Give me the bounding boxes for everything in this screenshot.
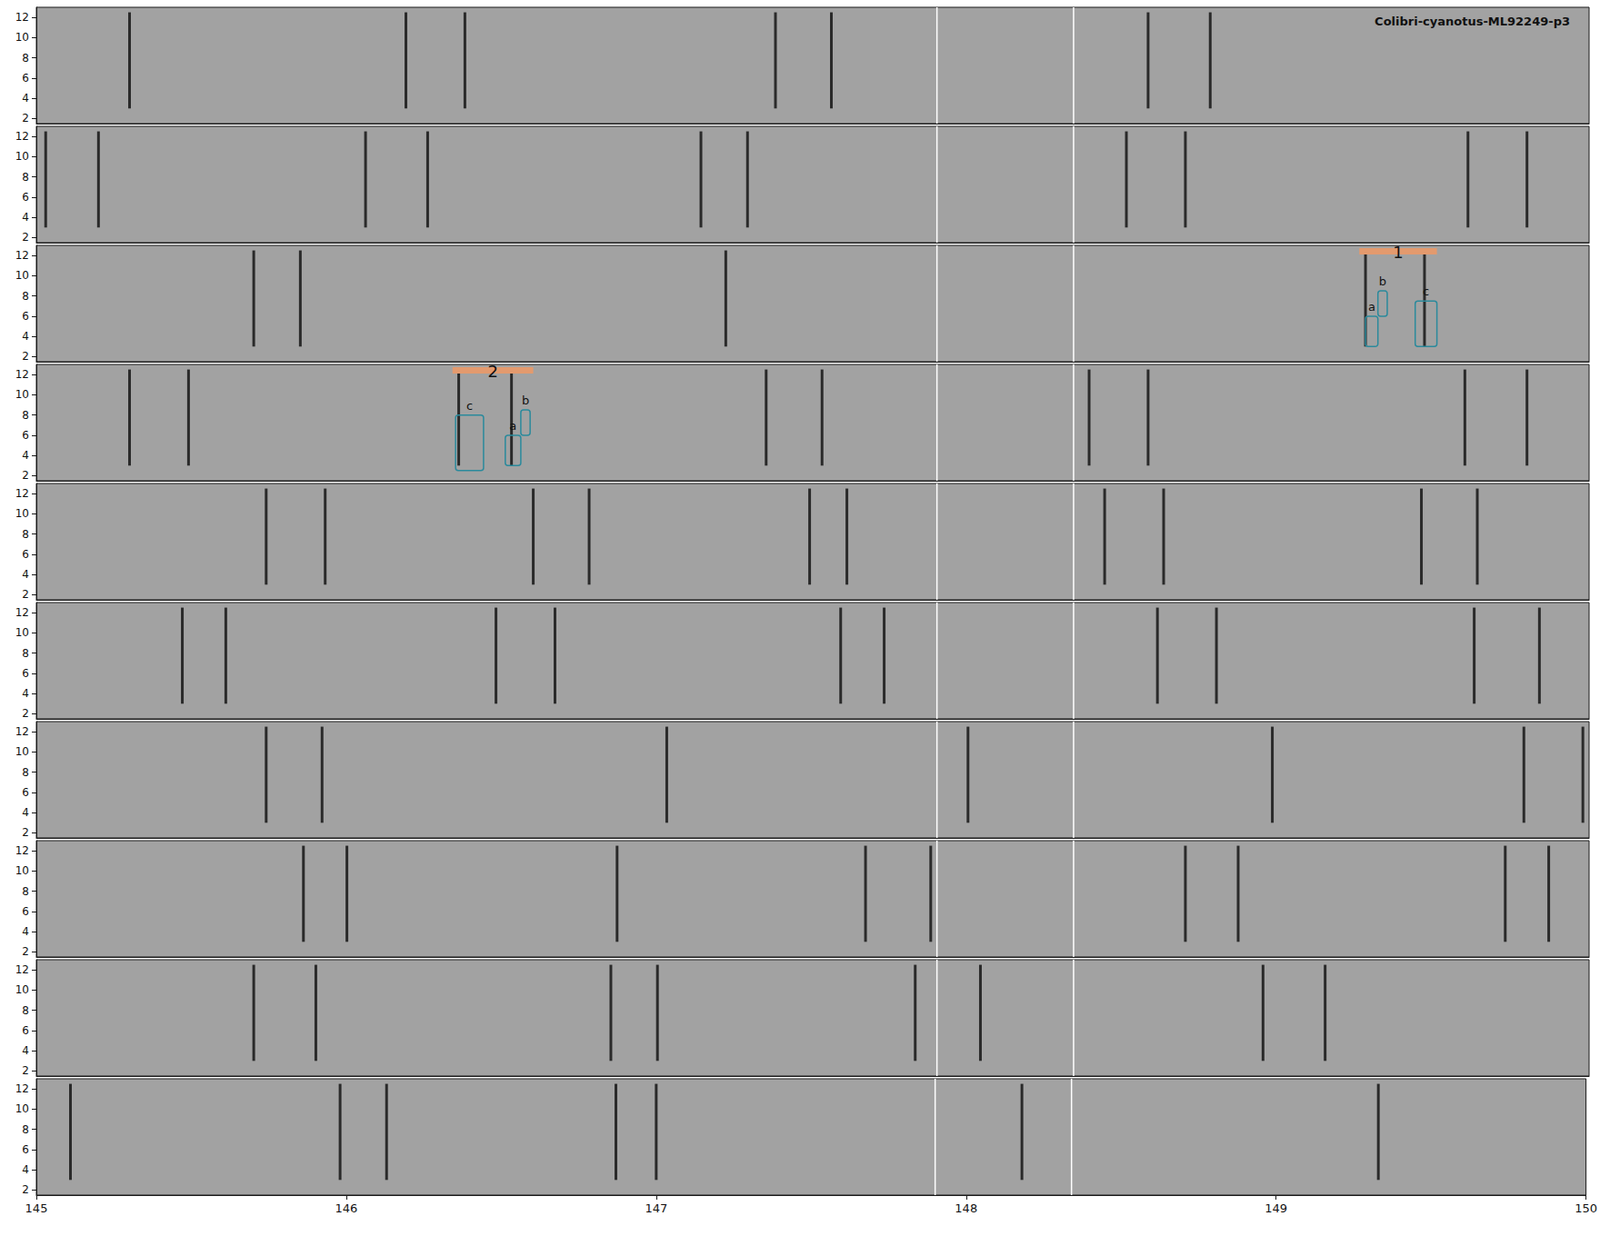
svg-text:4: 4 <box>21 1163 30 1177</box>
svg-text:4: 4 <box>21 1044 30 1058</box>
svg-text:149: 149 <box>1264 1201 1288 1216</box>
svg-text:8: 8 <box>21 1123 30 1137</box>
svg-text:6: 6 <box>21 1024 30 1038</box>
svg-text:10: 10 <box>15 745 30 759</box>
svg-text:6: 6 <box>21 667 30 680</box>
svg-text:10: 10 <box>15 864 30 878</box>
svg-text:2: 2 <box>487 361 498 381</box>
svg-text:12: 12 <box>15 368 30 381</box>
svg-text:2: 2 <box>21 350 30 363</box>
svg-text:10: 10 <box>15 150 30 163</box>
svg-text:8: 8 <box>21 290 30 303</box>
svg-text:b: b <box>1379 274 1387 289</box>
svg-text:12: 12 <box>15 130 30 143</box>
svg-text:4: 4 <box>21 330 30 343</box>
svg-text:2: 2 <box>21 111 30 125</box>
svg-text:6: 6 <box>21 905 30 919</box>
svg-text:Colibri-cyanotus-ML92249-p3: Colibri-cyanotus-ML92249-p3 <box>1374 14 1570 29</box>
svg-text:145: 145 <box>25 1201 49 1216</box>
svg-text:12: 12 <box>15 844 30 858</box>
svg-text:c: c <box>466 399 473 413</box>
svg-text:8: 8 <box>21 885 30 899</box>
svg-text:4: 4 <box>21 568 30 581</box>
svg-text:a: a <box>1368 300 1376 314</box>
svg-text:10: 10 <box>15 507 30 520</box>
svg-text:2: 2 <box>21 826 30 840</box>
svg-text:148: 148 <box>954 1201 978 1216</box>
svg-text:10: 10 <box>15 1102 30 1116</box>
svg-text:4: 4 <box>21 925 30 939</box>
svg-text:2: 2 <box>21 707 30 720</box>
svg-text:2: 2 <box>21 1064 30 1078</box>
svg-text:4: 4 <box>21 449 30 462</box>
svg-text:b: b <box>521 393 530 408</box>
svg-text:8: 8 <box>21 647 30 660</box>
svg-text:6: 6 <box>21 1143 30 1157</box>
svg-text:8: 8 <box>21 1004 30 1018</box>
svg-text:6: 6 <box>21 190 30 204</box>
svg-text:c: c <box>1422 284 1430 299</box>
svg-text:2: 2 <box>21 588 30 601</box>
svg-text:12: 12 <box>15 1082 30 1096</box>
svg-text:2: 2 <box>21 1183 30 1197</box>
svg-text:8: 8 <box>21 528 30 541</box>
svg-text:12: 12 <box>15 725 30 739</box>
svg-text:10: 10 <box>15 30 30 44</box>
svg-text:8: 8 <box>21 51 30 65</box>
svg-text:10: 10 <box>15 388 30 401</box>
svg-text:2: 2 <box>21 469 30 482</box>
svg-text:a: a <box>509 419 517 433</box>
svg-text:2: 2 <box>21 230 30 244</box>
svg-text:2: 2 <box>21 945 30 959</box>
svg-text:12: 12 <box>15 10 30 24</box>
svg-text:10: 10 <box>15 269 30 282</box>
svg-text:8: 8 <box>21 766 30 780</box>
svg-text:1: 1 <box>1392 242 1403 262</box>
svg-text:146: 146 <box>335 1201 359 1216</box>
svg-text:8: 8 <box>21 170 30 184</box>
svg-text:6: 6 <box>21 310 30 323</box>
svg-text:6: 6 <box>21 786 30 800</box>
svg-text:147: 147 <box>644 1201 668 1216</box>
svg-text:6: 6 <box>21 429 30 442</box>
svg-text:8: 8 <box>21 409 30 422</box>
svg-text:4: 4 <box>21 687 30 700</box>
svg-text:4: 4 <box>21 91 30 105</box>
svg-text:150: 150 <box>1574 1201 1598 1216</box>
svg-text:6: 6 <box>21 548 30 561</box>
svg-text:12: 12 <box>15 249 30 262</box>
svg-text:4: 4 <box>21 806 30 820</box>
svg-text:12: 12 <box>15 963 30 977</box>
svg-text:6: 6 <box>21 71 30 85</box>
svg-text:12: 12 <box>15 487 30 500</box>
svg-text:10: 10 <box>15 626 30 640</box>
svg-text:12: 12 <box>15 606 30 620</box>
svg-text:4: 4 <box>21 210 30 224</box>
svg-text:10: 10 <box>15 983 30 997</box>
